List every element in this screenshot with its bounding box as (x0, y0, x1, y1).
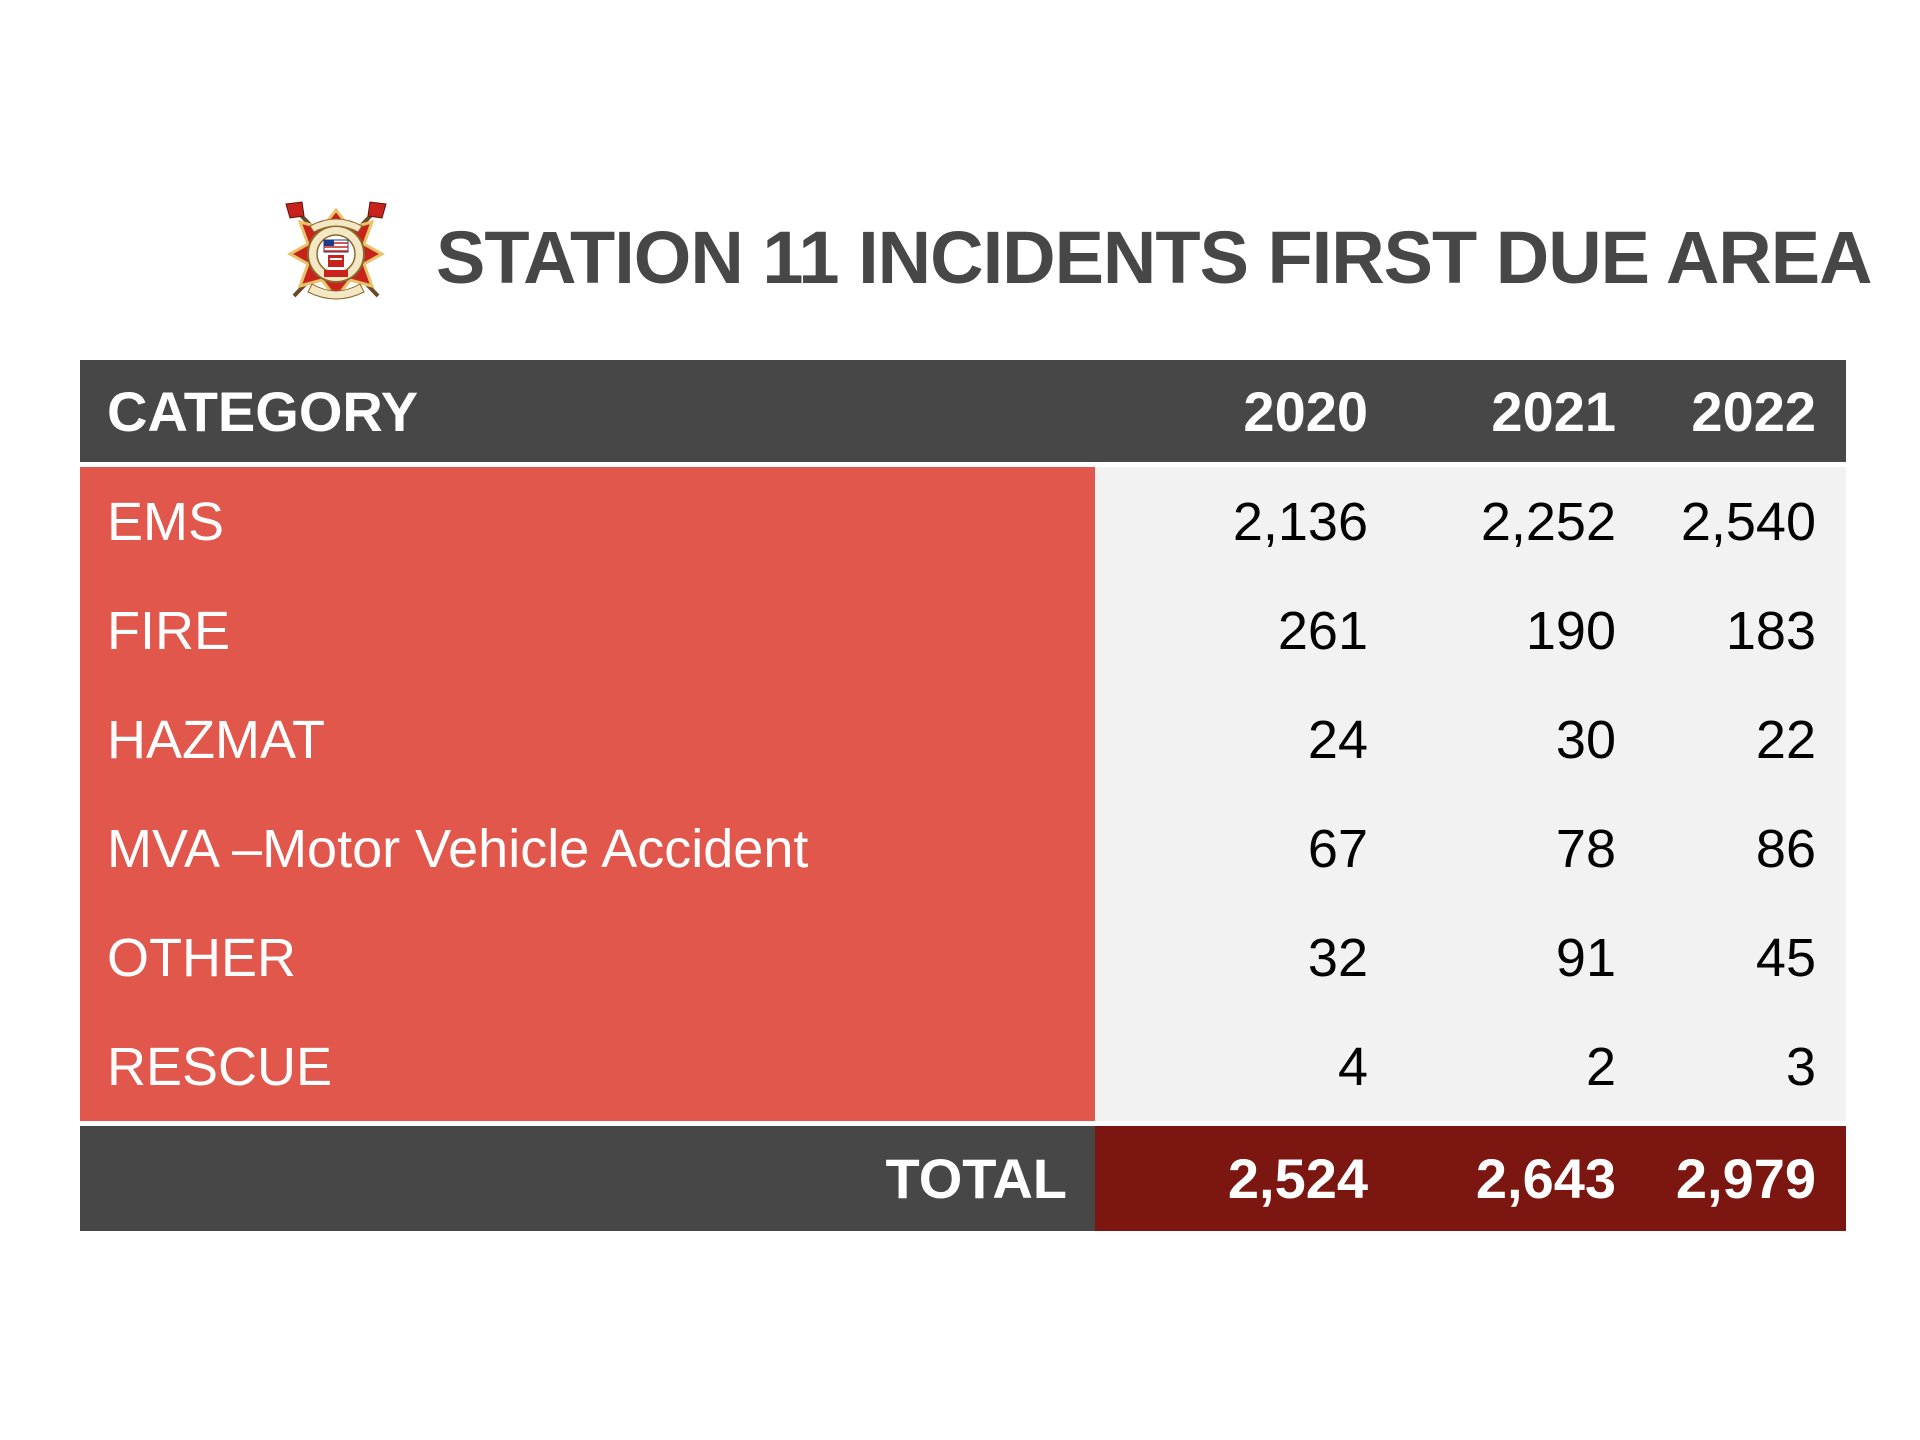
row-value-2020: 2,136 (1095, 467, 1398, 576)
row-value-2021: 190 (1398, 576, 1646, 685)
table-body: EMS 2,136 2,252 2,540 FIRE 261 190 183 H… (80, 467, 1846, 1121)
row-value-2022: 183 (1646, 576, 1846, 685)
row-category: MVA –Motor Vehicle Accident (80, 794, 1095, 903)
total-value-2022: 2,979 (1646, 1126, 1846, 1231)
row-value-2022: 45 (1646, 903, 1846, 1012)
table-header-row: CATEGORY 2020 2021 2022 (80, 360, 1846, 467)
table-row: OTHER 32 91 45 (80, 903, 1846, 1012)
row-category: HAZMAT (80, 685, 1095, 794)
row-value-2021: 91 (1398, 903, 1646, 1012)
table-row: RESCUE 4 2 3 (80, 1012, 1846, 1121)
header-category: CATEGORY (107, 379, 419, 443)
row-category: EMS (80, 467, 1095, 576)
total-value-2020: 2,524 (1095, 1126, 1398, 1231)
table-total-row: TOTAL 2,524 2,643 2,979 (80, 1121, 1846, 1231)
row-value-2020: 4 (1095, 1012, 1398, 1121)
table-row: FIRE 261 190 183 (80, 576, 1846, 685)
table-row: MVA –Motor Vehicle Accident 67 78 86 (80, 794, 1846, 903)
row-category: OTHER (80, 903, 1095, 1012)
row-value-2020: 32 (1095, 903, 1398, 1012)
header-year-2020: 2020 (1243, 379, 1368, 443)
row-value-2021: 78 (1398, 794, 1646, 903)
row-value-2022: 2,540 (1646, 467, 1846, 576)
total-label: TOTAL (80, 1126, 1095, 1231)
row-value-2022: 22 (1646, 685, 1846, 794)
row-category: FIRE (80, 576, 1095, 685)
row-value-2021: 2,252 (1398, 467, 1646, 576)
row-value-2020: 261 (1095, 576, 1398, 685)
row-value-2022: 86 (1646, 794, 1846, 903)
row-value-2020: 67 (1095, 794, 1398, 903)
row-value-2022: 3 (1646, 1012, 1846, 1121)
row-value-2020: 24 (1095, 685, 1398, 794)
slide-title: STATION 11 INCIDENTS FIRST DUE AREA (436, 216, 1873, 299)
header-year-2022: 2022 (1691, 379, 1816, 443)
table-row: HAZMAT 24 30 22 (80, 685, 1846, 794)
table-row: EMS 2,136 2,252 2,540 (80, 467, 1846, 576)
fire-department-seal-icon (285, 201, 387, 301)
header-year-2021: 2021 (1491, 379, 1616, 443)
total-value-2021: 2,643 (1398, 1126, 1646, 1231)
row-category: RESCUE (80, 1012, 1095, 1121)
row-value-2021: 30 (1398, 685, 1646, 794)
row-value-2021: 2 (1398, 1012, 1646, 1121)
incidents-table: CATEGORY 2020 2021 2022 EMS 2,136 2,252 … (80, 360, 1846, 1231)
